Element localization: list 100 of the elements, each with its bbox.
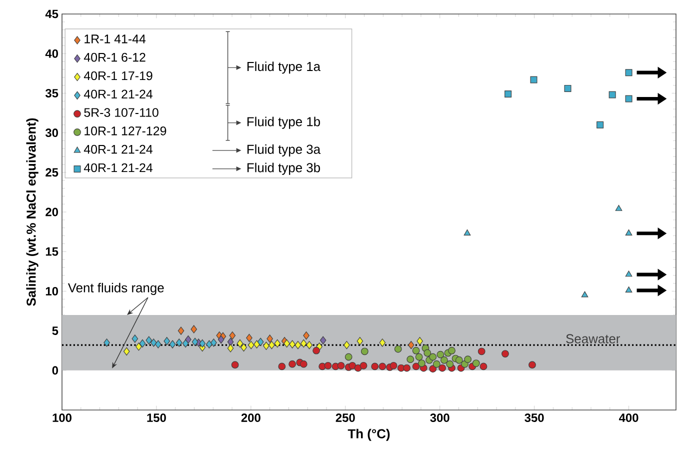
point	[356, 336, 364, 346]
point	[132, 334, 138, 343]
x-tick-label: 200	[241, 414, 260, 422]
point	[227, 344, 234, 352]
point	[229, 331, 236, 340]
point	[300, 339, 307, 348]
x-tick-label: 250	[336, 414, 355, 422]
legend-label: 40R-1 21-24	[84, 90, 153, 99]
y-tick-label: 20	[46, 208, 58, 216]
point	[289, 340, 296, 348]
point	[190, 325, 198, 334]
point	[448, 346, 456, 354]
point	[429, 353, 437, 361]
annotation: Fluid type 3a	[247, 144, 321, 156]
point	[155, 340, 162, 348]
point	[136, 342, 142, 351]
point	[360, 348, 368, 356]
point	[455, 356, 463, 364]
legend-label: 40R-1 21-24	[84, 144, 153, 154]
point	[412, 362, 420, 370]
point	[432, 360, 440, 368]
point	[231, 361, 239, 369]
point	[294, 340, 302, 350]
point	[218, 335, 224, 344]
point	[303, 331, 310, 340]
point	[169, 340, 176, 348]
point	[429, 365, 437, 373]
y-axis-title: Salinity (wt.% NaCl equivalent)	[26, 118, 38, 306]
point	[502, 350, 509, 358]
x-tick-label: 150	[147, 414, 166, 422]
point	[246, 334, 252, 342]
point	[274, 339, 281, 348]
point	[440, 356, 448, 364]
point	[337, 362, 345, 370]
point	[288, 360, 296, 368]
point	[438, 364, 446, 372]
point	[284, 339, 290, 348]
point	[146, 336, 152, 344]
point	[123, 347, 130, 356]
y-tick-label: 35	[45, 88, 58, 98]
point	[192, 338, 198, 346]
point	[324, 362, 332, 370]
point	[348, 362, 356, 370]
point	[320, 336, 326, 344]
point	[408, 340, 414, 350]
x-tick-label: 350	[524, 414, 544, 422]
point	[528, 361, 536, 369]
point	[257, 338, 264, 346]
point	[625, 69, 632, 76]
point	[266, 334, 273, 343]
point	[625, 270, 632, 277]
legend-label: 40R-1 6-12	[84, 52, 146, 62]
point	[178, 326, 184, 335]
point	[615, 204, 622, 211]
legend-label: 40R-1 21-24	[84, 163, 153, 172]
point	[596, 121, 604, 128]
y-tick-label: 30	[45, 128, 58, 138]
point	[406, 356, 414, 364]
x-tick-label: 100	[52, 414, 72, 422]
point	[478, 348, 486, 356]
point	[403, 364, 410, 372]
point	[240, 343, 247, 352]
point	[581, 291, 588, 298]
point	[176, 338, 182, 347]
point	[446, 360, 454, 368]
point	[371, 362, 379, 370]
point	[625, 286, 632, 293]
point	[210, 338, 217, 347]
point	[415, 353, 423, 361]
legend-label: 10R-1 127-129	[84, 126, 166, 136]
point	[227, 338, 234, 346]
point	[412, 346, 420, 354]
point	[206, 340, 212, 348]
annotation: Fluid type 1a	[247, 62, 321, 74]
point	[394, 345, 402, 353]
point	[464, 229, 471, 236]
point	[254, 340, 260, 348]
point	[150, 338, 157, 347]
point	[416, 336, 423, 346]
point	[312, 346, 320, 354]
point	[360, 362, 368, 370]
x-tick-label: 400	[618, 414, 638, 422]
point	[424, 349, 432, 357]
y-tick-label: 15	[46, 247, 58, 256]
point	[344, 340, 350, 350]
point	[300, 360, 308, 368]
y-tick-label: 0	[52, 366, 58, 375]
point	[436, 350, 444, 358]
band-label: Vent fluids range	[68, 282, 164, 295]
point	[564, 84, 572, 92]
point	[344, 353, 352, 361]
point	[199, 339, 206, 348]
y-tick-label: 5	[52, 326, 58, 335]
x-tick-label: 300	[430, 414, 450, 422]
point	[625, 95, 632, 102]
annotation: Fluid type 3b	[247, 162, 320, 175]
point	[390, 362, 398, 370]
point	[104, 338, 110, 347]
point	[248, 340, 254, 350]
point	[164, 336, 170, 346]
